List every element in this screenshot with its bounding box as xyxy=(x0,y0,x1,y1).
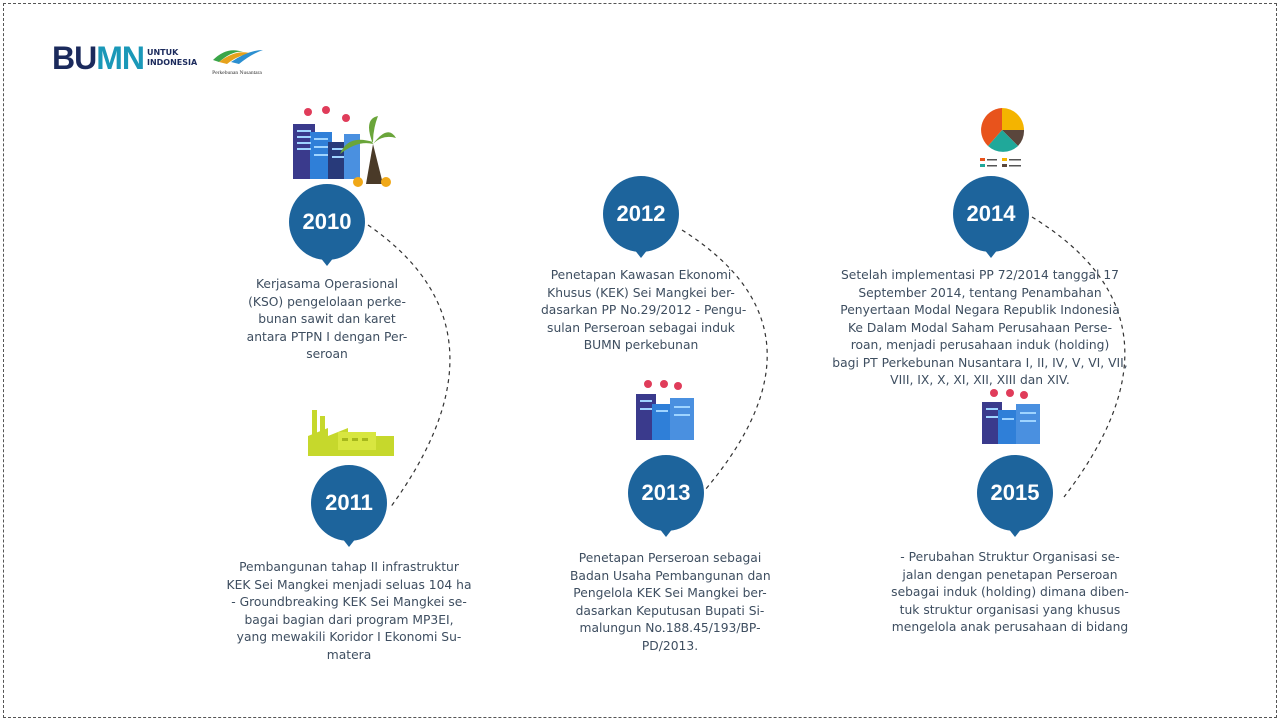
tagline-line: INDONESIA xyxy=(146,58,198,67)
desc-line: Pembangunan tahap II infrastruktur xyxy=(239,560,459,574)
desc-line: BUMN perkebunan xyxy=(583,338,699,352)
desc-line: sebagai induk (holding) dimana diben- xyxy=(891,585,1129,599)
desc-line: malungun No.188.45/193/BP- xyxy=(579,621,761,635)
year-marker-2014: 2014 xyxy=(953,176,1029,266)
desc-line: September 2014, tentang Penambahan xyxy=(858,285,1102,300)
desc-line: VIII, IX, X, XI, XII, XIII dan XIV. xyxy=(890,373,1070,387)
desc-line: Khusus (KEK) Sei Mangkei ber- xyxy=(547,285,735,300)
year-marker-2011: 2011 xyxy=(311,465,387,555)
ptpn-logo: Perkebunan Nusantara xyxy=(207,44,267,76)
desc-line: Ke Dalam Modal Saham Perusahaan Perse- xyxy=(847,320,1113,335)
year-label: 2014 xyxy=(953,176,1029,252)
desc-line: Penetapan Perseroan sebagai xyxy=(578,551,762,565)
description-2012: Penetapan Kawasan Ekonomi Khusus (KEK) Se… xyxy=(541,267,747,355)
year-label: 2010 xyxy=(289,184,365,260)
desc-line: dasarkan PP No.29/2012 - Pengu- xyxy=(541,303,747,317)
desc-line: seroan xyxy=(306,347,348,361)
desc-line: yang mewakili Koridor I Ekonomi Su- xyxy=(236,630,462,644)
year-label: 2011 xyxy=(311,465,387,541)
year-label: 2012 xyxy=(603,176,679,252)
desc-line: - Groundbreaking KEK Sei Mangkei se- xyxy=(231,595,467,609)
bumn-logo: BUMN UNTUK INDONESIA xyxy=(52,42,197,74)
tagline-line: UNTUK xyxy=(146,48,179,57)
desc-line: bagi PT Perkebunan Nusantara I, II, IV, … xyxy=(832,355,1128,370)
year-marker-2010: 2010 xyxy=(289,184,365,274)
pie-chart-icon xyxy=(980,108,1025,167)
ptpn-swoosh-icon xyxy=(213,50,263,64)
year-label: 2015 xyxy=(977,455,1053,531)
desc-line: Penetapan Kawasan Ekonomi xyxy=(550,268,732,282)
description-2015: - Perubahan Struktur Organisasi se-jalan… xyxy=(885,549,1135,637)
desc-line: roan, menjadi perusahaan induk (holding) xyxy=(850,338,1110,352)
desc-line: bunan sawit dan karet xyxy=(258,312,396,326)
desc-line: Setelah implementasi PP 72/2014 tanggal … xyxy=(840,268,1120,282)
connector-2010-2011 xyxy=(367,224,451,509)
ptpn-text: Perkebunan Nusantara xyxy=(212,70,262,76)
desc-line: KEK Sei Mangkei menjadi seluas 104 ha xyxy=(226,577,472,592)
desc-line: - Perubahan Struktur Organisasi se- xyxy=(900,550,1120,564)
bumn-wordmark: BUMN xyxy=(52,40,145,76)
description-2014: Setelah implementasi PP 72/2014 tanggal … xyxy=(830,267,1130,390)
desc-line: Penyertaan Modal Negara Republik Indones… xyxy=(840,303,1120,317)
desc-line: Badan Usaha Pembangunan dan xyxy=(570,568,771,583)
bumn-tagline: UNTUK INDONESIA xyxy=(147,48,197,68)
desc-line: Kerjasama Operasional xyxy=(255,277,399,291)
year-marker-2012: 2012 xyxy=(603,176,679,266)
desc-line: dasarkan Keputusan Bupati Si- xyxy=(575,603,765,618)
desc-line: antara PTPN I dengan Per- xyxy=(246,329,408,344)
year-marker-2013: 2013 xyxy=(628,455,704,545)
description-2011: Pembangunan tahap II infrastruktur KEK Se… xyxy=(224,559,474,664)
desc-line: matera xyxy=(326,647,372,662)
desc-line: tuk struktur organisasi yang khusus xyxy=(899,602,1121,617)
city-icon xyxy=(982,389,1040,444)
desc-line: bagai bagian dari program MP3EI, xyxy=(244,612,454,627)
year-label: 2013 xyxy=(628,455,704,531)
city-icon xyxy=(636,380,694,440)
description-2010: Kerjasama Operasional (KSO) pengelolaan p… xyxy=(227,276,427,364)
desc-line: (KSO) pengelolaan perke- xyxy=(248,294,406,309)
connector-2012-2013 xyxy=(681,229,768,491)
desc-line: PD/2013. xyxy=(641,638,699,653)
city-palm-icon xyxy=(293,106,396,187)
year-marker-2015: 2015 xyxy=(977,455,1053,545)
factory-icon xyxy=(308,410,394,456)
desc-line: mengelola anak perusahaan di bidang xyxy=(891,620,1129,634)
description-2013: Penetapan Perseroan sebagai Badan Usaha P… xyxy=(570,550,771,655)
page-border xyxy=(3,3,1277,718)
desc-line: jalan dengan penetapan Perseroan xyxy=(902,567,1118,582)
desc-line: Pengelola KEK Sei Mangkei ber- xyxy=(573,586,767,600)
connector-2014-2015 xyxy=(1031,216,1126,498)
desc-line: sulan Perseroan sebagai induk xyxy=(547,320,735,335)
